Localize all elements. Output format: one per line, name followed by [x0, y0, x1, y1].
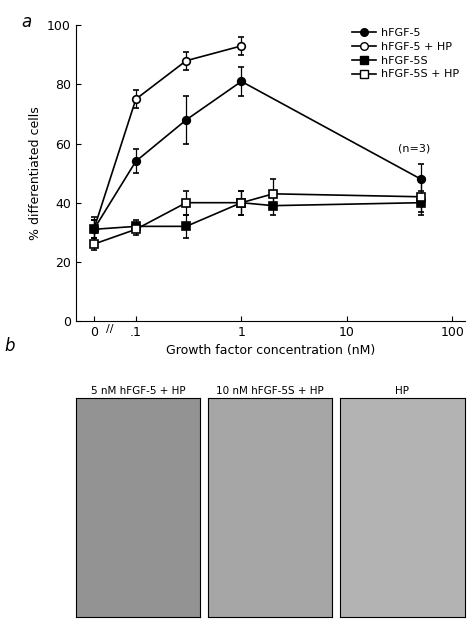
Y-axis label: % differentiated cells: % differentiated cells	[28, 106, 42, 240]
Legend: hFGF-5, hFGF-5 + HP, hFGF-5S, hFGF-5S + HP: hFGF-5, hFGF-5 + HP, hFGF-5S, hFGF-5S + …	[352, 28, 459, 79]
Title: HP: HP	[395, 386, 409, 396]
Title: 5 nM hFGF-5 + HP: 5 nM hFGF-5 + HP	[91, 386, 185, 396]
Title: 10 nM hFGF-5S + HP: 10 nM hFGF-5S + HP	[216, 386, 324, 396]
X-axis label: Growth factor concentration (nM): Growth factor concentration (nM)	[165, 345, 375, 357]
Text: (n=3): (n=3)	[398, 144, 430, 154]
Text: a: a	[21, 13, 32, 32]
Text: //: //	[106, 324, 114, 334]
Text: b: b	[5, 337, 15, 355]
